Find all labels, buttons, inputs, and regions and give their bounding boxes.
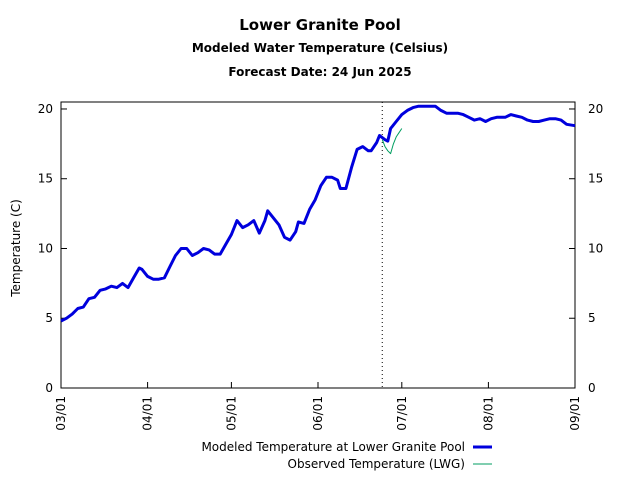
y-axis-label: Temperature (C) xyxy=(9,199,23,298)
x-tick-label: 07/01 xyxy=(395,396,409,431)
x-tick-label: 03/01 xyxy=(54,396,68,431)
x-tick-label: 05/01 xyxy=(224,396,238,431)
y-tick-label-left: 0 xyxy=(45,381,53,395)
y-tick-label-right: 20 xyxy=(588,102,603,116)
y-tick-label-right: 0 xyxy=(588,381,596,395)
x-tick-label: 04/01 xyxy=(141,396,155,431)
y-tick-label-right: 15 xyxy=(588,172,603,186)
x-tick-label: 08/01 xyxy=(481,396,495,431)
legend-label-observed: Observed Temperature (LWG) xyxy=(288,457,466,471)
legend: Modeled Temperature at Lower Granite Poo… xyxy=(201,440,492,471)
forecast-date-label: Forecast Date: 24 Jun 2025 xyxy=(228,65,412,79)
modeled-temperature-line xyxy=(60,104,576,323)
plot-frame xyxy=(60,101,576,389)
y-tick-label-right: 10 xyxy=(588,241,603,255)
observed-temperature-line xyxy=(381,128,403,155)
y-tick-label-left: 20 xyxy=(38,102,53,116)
chart-title: Lower Granite Pool xyxy=(239,16,401,34)
y-tick-label-left: 10 xyxy=(38,241,53,255)
y-tick-label-left: 15 xyxy=(38,172,53,186)
legend-label-modeled: Modeled Temperature at Lower Granite Poo… xyxy=(201,440,465,454)
y-tick-label-right: 5 xyxy=(588,311,596,325)
y-tick-label-left: 5 xyxy=(45,311,53,325)
x-tick-label: 09/01 xyxy=(568,396,582,431)
chart-subtitle: Modeled Water Temperature (Celsius) xyxy=(191,41,449,55)
x-tick-label: 06/01 xyxy=(311,396,325,431)
